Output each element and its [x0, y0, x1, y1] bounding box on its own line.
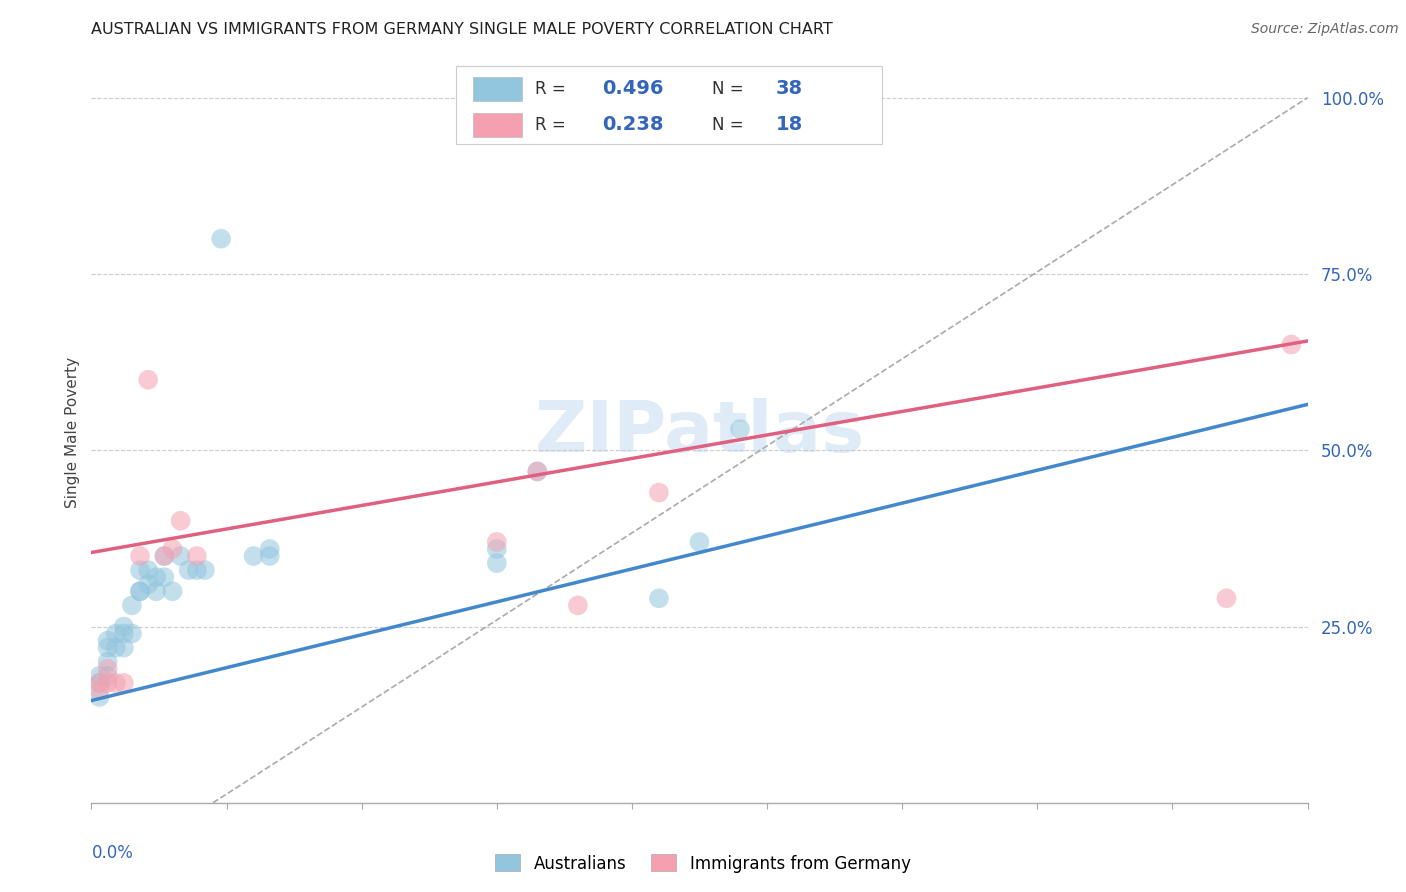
Text: N =: N =: [711, 79, 748, 98]
Y-axis label: Single Male Poverty: Single Male Poverty: [65, 357, 80, 508]
Point: [1279, 337, 1302, 351]
Point: [136, 563, 159, 577]
Point: [162, 584, 184, 599]
Text: R =: R =: [536, 79, 571, 98]
Point: [129, 584, 152, 599]
Text: 0.496: 0.496: [602, 79, 664, 98]
Point: [129, 549, 152, 563]
Point: [112, 626, 135, 640]
Point: [145, 584, 167, 599]
Point: [89, 669, 111, 683]
Point: [112, 640, 135, 655]
Point: [97, 640, 120, 655]
Point: [169, 549, 191, 563]
Point: [194, 563, 217, 577]
Point: [242, 549, 264, 563]
Point: [177, 563, 200, 577]
Point: [153, 570, 176, 584]
Point: [104, 676, 127, 690]
Point: [97, 633, 120, 648]
Text: R =: R =: [536, 116, 571, 134]
Text: N =: N =: [711, 116, 748, 134]
Point: [526, 464, 548, 478]
Point: [104, 626, 127, 640]
Legend: Australians, Immigrants from Germany: Australians, Immigrants from Germany: [489, 847, 917, 880]
Text: ZIPatlas: ZIPatlas: [534, 398, 865, 467]
Point: [648, 591, 671, 606]
Point: [97, 676, 120, 690]
Text: AUSTRALIAN VS IMMIGRANTS FROM GERMANY SINGLE MALE POVERTY CORRELATION CHART: AUSTRALIAN VS IMMIGRANTS FROM GERMANY SI…: [91, 22, 834, 37]
Point: [89, 676, 111, 690]
Point: [1215, 591, 1237, 606]
Text: 18: 18: [776, 115, 803, 134]
Point: [169, 514, 191, 528]
Point: [136, 373, 159, 387]
Point: [153, 549, 176, 563]
Point: [97, 655, 120, 669]
Point: [688, 535, 710, 549]
Point: [259, 541, 281, 556]
Point: [259, 549, 281, 563]
Point: [97, 669, 120, 683]
Point: [121, 626, 143, 640]
Text: 0.0%: 0.0%: [91, 844, 134, 862]
Point: [567, 599, 589, 613]
Point: [186, 563, 208, 577]
Point: [97, 662, 120, 676]
Point: [526, 464, 548, 478]
Point: [136, 577, 159, 591]
Text: Source: ZipAtlas.com: Source: ZipAtlas.com: [1251, 22, 1399, 37]
Point: [89, 676, 111, 690]
Point: [129, 584, 152, 599]
FancyBboxPatch shape: [456, 66, 882, 144]
FancyBboxPatch shape: [474, 77, 522, 101]
Point: [112, 619, 135, 633]
Point: [129, 563, 152, 577]
Point: [104, 640, 127, 655]
Point: [648, 485, 671, 500]
Point: [112, 676, 135, 690]
Point: [162, 541, 184, 556]
Point: [209, 232, 232, 246]
Point: [728, 422, 751, 436]
FancyBboxPatch shape: [474, 112, 522, 136]
Point: [485, 556, 508, 570]
Point: [186, 549, 208, 563]
Point: [121, 599, 143, 613]
Point: [485, 535, 508, 549]
Point: [89, 690, 111, 704]
Point: [89, 683, 111, 698]
Text: 0.238: 0.238: [602, 115, 664, 134]
Point: [145, 570, 167, 584]
Point: [485, 541, 508, 556]
Text: 38: 38: [776, 79, 803, 98]
Point: [153, 549, 176, 563]
